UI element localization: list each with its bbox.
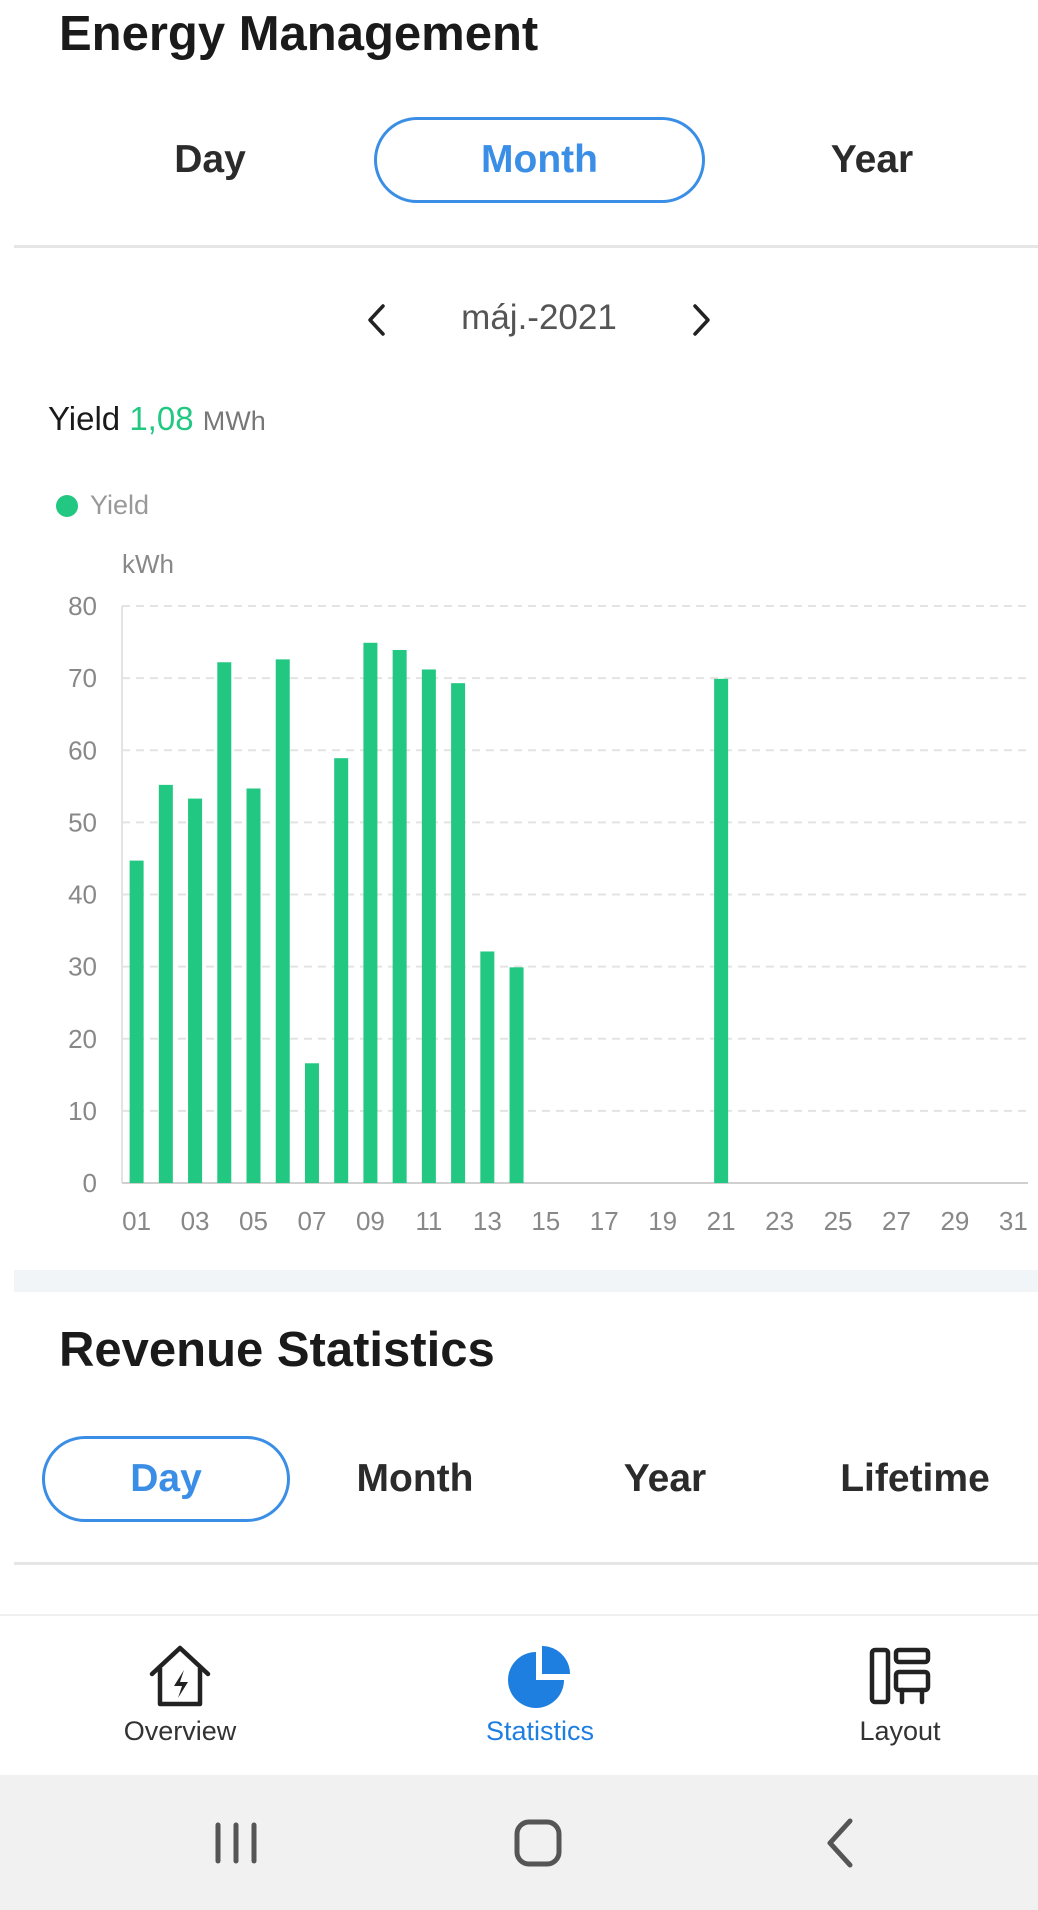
revenue-tab-day[interactable]: Day	[42, 1436, 290, 1522]
x-tick-label: 07	[298, 1206, 327, 1236]
revenue-statistics-title: Revenue Statistics	[59, 1323, 495, 1377]
y-tick-label: 20	[68, 1024, 97, 1054]
x-tick-label: 15	[531, 1206, 560, 1236]
yield-unit: MWh	[202, 406, 266, 436]
x-tick-label: 25	[824, 1206, 853, 1236]
nav-statistics-label: Statistics	[485, 1716, 595, 1746]
revenue-tabs-divider	[14, 1562, 1038, 1565]
x-tick-label: 03	[181, 1206, 210, 1236]
bar-day-03	[188, 798, 203, 1183]
next-period-button[interactable]	[678, 298, 722, 342]
nav-overview-label: Overview	[123, 1716, 237, 1746]
section-separator	[14, 1270, 1038, 1292]
x-tick-label: 23	[765, 1206, 794, 1236]
tabs-divider	[14, 245, 1038, 248]
y-tick-label: 60	[68, 735, 97, 765]
tab-day[interactable]: Day	[174, 138, 246, 181]
y-tick-label: 50	[68, 807, 97, 837]
bottom-navigation: Overview Statistics Layout	[0, 1614, 1038, 1774]
x-tick-label: 17	[590, 1206, 619, 1236]
x-tick-label: 05	[239, 1206, 268, 1236]
y-tick-label: 80	[68, 591, 97, 621]
bar-day-12	[451, 683, 466, 1183]
chart-legend[interactable]: Yield	[56, 490, 149, 521]
home-button[interactable]	[498, 1803, 578, 1883]
recent-apps-icon	[215, 1822, 257, 1864]
x-tick-label: 27	[882, 1206, 911, 1236]
y-tick-label: 40	[68, 880, 97, 910]
y-axis-unit-label: kWh	[122, 549, 174, 579]
nav-layout-label: Layout	[859, 1716, 941, 1746]
bar-day-10	[392, 649, 407, 1183]
yield-label: Yield	[48, 400, 121, 437]
bar-day-11	[421, 669, 436, 1183]
bar-day-07	[304, 1063, 319, 1183]
system-navigation-bar	[0, 1775, 1038, 1910]
y-tick-label: 0	[83, 1168, 97, 1198]
bar-day-13	[480, 951, 495, 1183]
x-tick-label: 19	[648, 1206, 677, 1236]
energy-management-title: Energy Management	[59, 7, 539, 61]
legend-dot-icon	[56, 494, 78, 517]
revenue-tab-lifetime[interactable]: Lifetime	[840, 1457, 990, 1500]
back-icon	[827, 1818, 853, 1868]
chevron-left-icon	[368, 304, 385, 336]
house-bolt-icon	[149, 1645, 211, 1707]
x-tick-label: 31	[999, 1206, 1028, 1236]
bar-day-01	[129, 860, 144, 1183]
yield-value: 1,08	[129, 400, 194, 437]
chevron-right-icon	[693, 304, 710, 336]
back-button[interactable]	[800, 1803, 880, 1883]
bar-day-04	[217, 662, 232, 1183]
nav-overview[interactable]: Overview	[60, 1616, 300, 1776]
period-navigator: máj.-2021	[0, 290, 1038, 350]
previous-period-button[interactable]	[356, 298, 400, 342]
energy-period-tabs: Day Month Year	[0, 117, 1038, 203]
legend-label: Yield	[90, 490, 150, 520]
bar-day-09	[363, 642, 378, 1183]
revenue-period-tabs: Day Month Year Lifetime	[0, 1436, 1038, 1522]
revenue-tab-month[interactable]: Month	[356, 1457, 474, 1500]
x-tick-label: 01	[122, 1206, 151, 1236]
nav-statistics[interactable]: Statistics	[420, 1616, 660, 1776]
x-tick-label: 29	[940, 1206, 969, 1236]
nav-layout[interactable]: Layout	[780, 1616, 1020, 1776]
x-tick-label: 09	[356, 1206, 385, 1236]
recent-apps-button[interactable]	[196, 1803, 276, 1883]
period-label: máj.-2021	[461, 298, 617, 337]
bar-day-06	[275, 659, 290, 1183]
y-tick-label: 10	[68, 1096, 97, 1126]
bar-day-08	[334, 758, 349, 1183]
bar-day-14	[509, 967, 524, 1183]
yield-summary: Yield 1,08 MWh	[48, 400, 266, 438]
bar-day-05	[246, 788, 261, 1183]
tab-month[interactable]: Month	[374, 117, 705, 203]
x-tick-label: 13	[473, 1206, 502, 1236]
y-tick-label: 70	[68, 663, 97, 693]
revenue-tab-year[interactable]: Year	[623, 1457, 707, 1500]
y-tick-label: 30	[68, 952, 97, 982]
pie-chart-icon	[508, 1646, 570, 1708]
bar-day-21	[714, 678, 729, 1183]
yield-bar-chart: kWh 0 10 20 30 40 50 60 70 80 01 03 05 07 09 11 13 15 17 19…	[68, 549, 1028, 1236]
x-tick-label: 11	[415, 1206, 442, 1236]
x-tick-label: 21	[707, 1206, 736, 1236]
bar-day-02	[158, 784, 173, 1183]
home-icon	[514, 1819, 562, 1867]
tab-year[interactable]: Year	[830, 138, 914, 181]
layout-icon	[869, 1647, 931, 1705]
